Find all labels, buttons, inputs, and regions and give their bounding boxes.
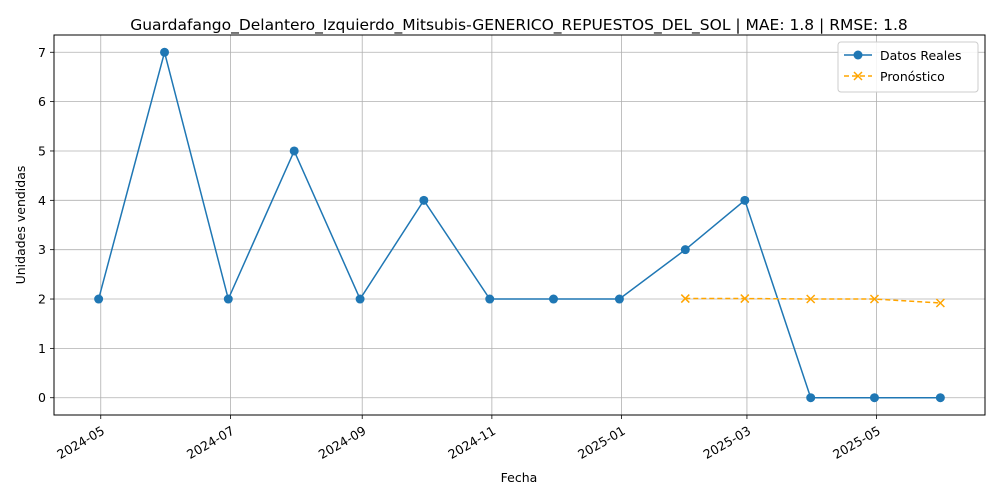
data-point: [869, 393, 879, 403]
data-point: [485, 294, 495, 304]
data-point: [869, 294, 880, 304]
data-point: [289, 146, 299, 156]
data-point: [680, 245, 690, 255]
chart-title: Guardafango_Delantero_Izquierdo_Mitsubis…: [130, 16, 908, 35]
legend-box: [837, 41, 979, 93]
x-tick-label: 2025-03: [700, 423, 753, 462]
plot-frame: [53, 34, 986, 416]
y-tick-label: 4: [38, 193, 46, 208]
data-point: [740, 294, 750, 304]
data-point: [223, 294, 233, 304]
legend-marker-reales: [853, 50, 863, 60]
y-tick-label: 5: [38, 143, 46, 158]
x-tick-label: 2025-01: [575, 423, 628, 462]
data-point: [740, 195, 750, 205]
y-tick-label: 0: [38, 390, 46, 405]
data-point: [355, 294, 365, 304]
legend-label-pronostico: Pronóstico: [880, 69, 945, 84]
y-tick-label: 1: [38, 341, 46, 356]
data-point: [94, 294, 104, 304]
legend-label-reales: Datos Reales: [880, 48, 961, 63]
legend-marker-pronostico: [853, 71, 863, 81]
y-tick-label: 6: [38, 94, 46, 109]
x-axis-label: Fecha: [501, 470, 538, 485]
x-axis: 2024-05 2024-07 2024-09 2024-11 2025-01 2025-…: [54, 415, 883, 462]
x-tick-label: 2024-11: [445, 423, 498, 462]
y-axis-label: Unidades vendidas: [13, 166, 28, 285]
x-tick-label: 2024-09: [316, 423, 369, 462]
x-tick-label: 2025-05: [830, 423, 883, 462]
y-tick-label: 2: [38, 292, 46, 307]
data-point: [935, 393, 945, 403]
series-line: [97, 49, 941, 399]
data-point: [419, 195, 429, 205]
series-pronostico: [680, 294, 945, 308]
data-point: [680, 294, 690, 304]
y-tick-label: 3: [38, 242, 46, 257]
data-point: [935, 298, 945, 308]
data-point: [614, 294, 624, 304]
data-point: [549, 294, 559, 304]
data-point: [160, 47, 170, 57]
y-tick-label: 7: [38, 45, 46, 60]
data-point: [806, 393, 816, 403]
series-datos-reales: [94, 47, 945, 403]
series-layer: [94, 47, 945, 403]
x-tick-label: 2024-07: [184, 423, 237, 462]
x-tick-label: 2024-05: [54, 423, 107, 462]
y-axis: 0 1 2 3 4 5 6 7: [38, 45, 54, 405]
data-point: [806, 294, 816, 304]
series-line: [685, 297, 941, 304]
legend: Datos Reales Pronóstico: [837, 41, 979, 93]
